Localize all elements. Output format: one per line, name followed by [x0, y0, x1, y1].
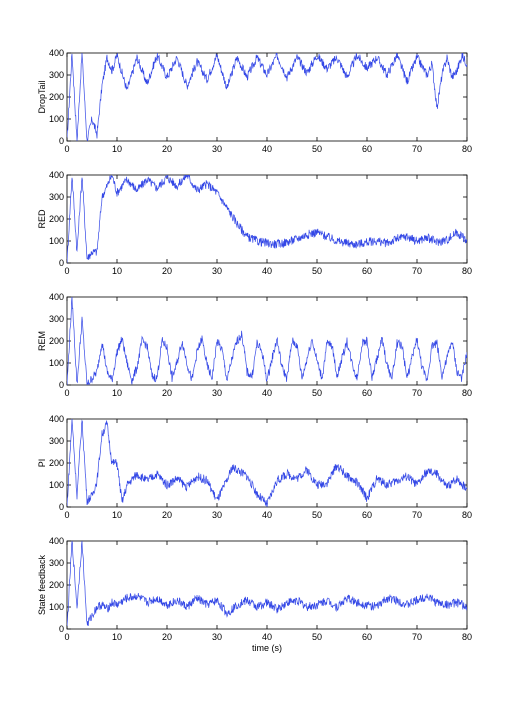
- y-tick-label: 300: [49, 314, 64, 324]
- x-tick-label: 70: [412, 632, 422, 642]
- y-tick-label: 0: [59, 380, 64, 390]
- y-tick-label: 400: [49, 536, 64, 546]
- y-tick-label: 100: [49, 114, 64, 124]
- y-tick-label: 0: [59, 258, 64, 268]
- axes-box: [66, 540, 468, 630]
- y-tick-label: 100: [49, 602, 64, 612]
- x-tick-label: 20: [162, 510, 172, 520]
- x-tick-label: 0: [64, 510, 69, 520]
- y-axis-label: REM: [37, 331, 47, 351]
- y-tick-label: 400: [49, 170, 64, 180]
- series-line: [67, 541, 467, 627]
- y-tick-label: 300: [49, 192, 64, 202]
- x-axis-label: time (s): [252, 643, 282, 653]
- x-tick-label: 20: [162, 388, 172, 398]
- axes-box: [66, 174, 468, 264]
- y-tick-label: 400: [49, 48, 64, 58]
- y-tick-label: 300: [49, 558, 64, 568]
- axes-box: [66, 296, 468, 386]
- x-tick-label: 50: [312, 266, 322, 276]
- x-tick-label: 10: [112, 388, 122, 398]
- y-tick-label: 0: [59, 502, 64, 512]
- panel-4: 0 10 20 30 40 50 60 70 80 0 100 200 300 400 PI: [37, 414, 472, 520]
- y-tick-label: 400: [49, 414, 64, 424]
- x-tick-label: 0: [64, 266, 69, 276]
- x-tick-label: 40: [262, 144, 272, 154]
- y-tick-label: 200: [49, 458, 64, 468]
- y-tick-label: 100: [49, 236, 64, 246]
- y-tick-label: 100: [49, 480, 64, 490]
- x-tick-label: 50: [312, 510, 322, 520]
- x-tick-label: 80: [462, 388, 472, 398]
- series-line: [67, 297, 467, 385]
- panel-1: 0 10 20 30 40 50 60 70 80 0 100 200 300 400 DropTail: [37, 48, 472, 154]
- y-axis-label: RED: [37, 209, 47, 229]
- x-tick-label: 10: [112, 510, 122, 520]
- y-tick-label: 400: [49, 292, 64, 302]
- y-tick-label: 100: [49, 358, 64, 368]
- axes-box: [66, 52, 468, 142]
- x-tick-label: 50: [312, 388, 322, 398]
- y-axis-label: State feedback: [37, 554, 47, 615]
- x-tick-label: 80: [462, 510, 472, 520]
- x-tick-label: 0: [64, 388, 69, 398]
- y-axis-label: DropTail: [37, 80, 47, 113]
- x-tick-label: 40: [262, 510, 272, 520]
- x-tick-label: 10: [112, 266, 122, 276]
- x-tick-label: 30: [212, 632, 222, 642]
- x-tick-label: 60: [362, 632, 372, 642]
- x-tick-label: 60: [362, 144, 372, 154]
- x-tick-label: 40: [262, 632, 272, 642]
- y-tick-label: 200: [49, 580, 64, 590]
- axes-box: [66, 418, 468, 508]
- x-tick-label: 60: [362, 510, 372, 520]
- y-axis-label: PI: [37, 459, 47, 468]
- x-tick-label: 30: [212, 144, 222, 154]
- x-tick-label: 0: [64, 632, 69, 642]
- x-tick-label: 0: [64, 144, 69, 154]
- y-tick-label: 300: [49, 70, 64, 80]
- series-line: [67, 419, 467, 507]
- y-tick-label: 200: [49, 214, 64, 224]
- x-tick-label: 50: [312, 632, 322, 642]
- panel-2: 0 10 20 30 40 50 60 70 80 0 100 200 300 400 RED: [37, 170, 472, 276]
- x-tick-label: 70: [412, 144, 422, 154]
- series-line: [67, 53, 467, 141]
- x-tick-label: 30: [212, 388, 222, 398]
- x-tick-label: 80: [462, 144, 472, 154]
- y-tick-label: 300: [49, 436, 64, 446]
- x-tick-label: 20: [162, 632, 172, 642]
- x-tick-label: 30: [212, 266, 222, 276]
- x-tick-label: 30: [212, 510, 222, 520]
- panel-3: 0 10 20 30 40 50 60 70 80 0 100 200 300 400 REM: [37, 292, 472, 398]
- x-tick-label: 10: [112, 144, 122, 154]
- x-tick-label: 70: [412, 388, 422, 398]
- x-tick-label: 40: [262, 266, 272, 276]
- x-tick-label: 10: [112, 632, 122, 642]
- x-tick-label: 20: [162, 144, 172, 154]
- x-tick-label: 80: [462, 266, 472, 276]
- x-tick-label: 60: [362, 388, 372, 398]
- x-tick-label: 80: [462, 632, 472, 642]
- x-tick-label: 70: [412, 510, 422, 520]
- x-tick-label: 20: [162, 266, 172, 276]
- x-tick-label: 70: [412, 266, 422, 276]
- y-tick-label: 0: [59, 136, 64, 146]
- y-tick-label: 0: [59, 624, 64, 634]
- y-tick-label: 200: [49, 92, 64, 102]
- x-tick-label: 40: [262, 388, 272, 398]
- y-tick-label: 200: [49, 336, 64, 346]
- x-tick-label: 50: [312, 144, 322, 154]
- x-tick-label: 60: [362, 266, 372, 276]
- series-line: [67, 175, 467, 263]
